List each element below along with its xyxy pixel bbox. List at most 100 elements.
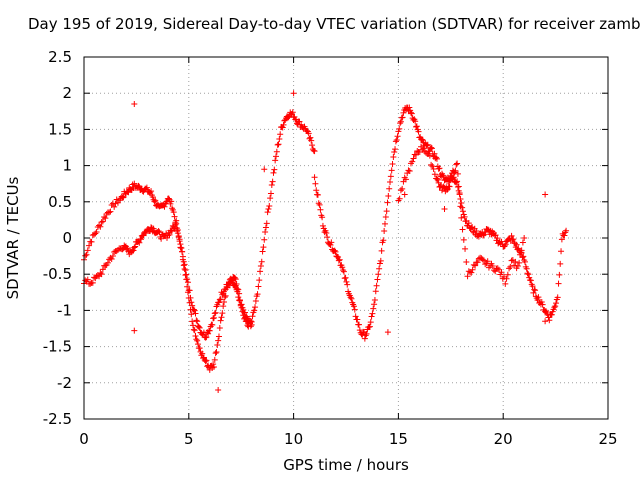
data-point (355, 321, 362, 328)
data-point (176, 236, 183, 243)
data-point (390, 153, 397, 160)
data-point (504, 271, 511, 278)
data-point (348, 295, 355, 302)
data-point (490, 267, 497, 274)
data-point (199, 350, 206, 357)
data-point (111, 249, 118, 256)
data-point (206, 327, 213, 334)
data-point (305, 130, 312, 137)
data-point (553, 300, 560, 307)
data-point (342, 274, 349, 281)
data-point (97, 269, 104, 276)
data-point (457, 203, 464, 210)
data-point (420, 145, 427, 152)
data-point (167, 200, 174, 207)
data-point (92, 230, 99, 237)
data-point (252, 297, 259, 304)
y-tick-label: -1.5 (43, 338, 72, 356)
y-tick-label: -2 (57, 374, 72, 392)
data-point (195, 341, 202, 348)
data-point (453, 179, 460, 186)
data-point (313, 187, 320, 194)
data-point (412, 118, 419, 125)
data-point (262, 224, 269, 231)
data-point (402, 176, 409, 183)
data-point (97, 223, 104, 230)
data-point (290, 90, 297, 97)
data-point (523, 265, 530, 272)
data-point (324, 234, 331, 241)
data-point (98, 271, 105, 278)
y-tick-label: 1.5 (48, 120, 72, 138)
data-point (238, 301, 245, 308)
y-axis-label: SDTVAR / TECUs (4, 176, 22, 299)
data-point (374, 276, 381, 283)
data-point (155, 227, 162, 234)
data-point (241, 309, 248, 316)
data-point (91, 231, 98, 238)
data-point (469, 266, 476, 273)
data-point (259, 248, 266, 255)
data-point (376, 260, 383, 267)
data-point (166, 231, 173, 238)
chart-title: Day 195 of 2019, Sidereal Day-to-day VTE… (28, 15, 640, 33)
data-point (458, 199, 465, 206)
data-point (106, 209, 113, 216)
data-point (132, 243, 139, 250)
data-point (468, 269, 475, 276)
data-point (370, 305, 377, 312)
data-point (340, 268, 347, 275)
data-point (222, 292, 229, 299)
data-point (149, 193, 156, 200)
data-point (430, 165, 437, 172)
data-point (373, 282, 380, 289)
data-point (394, 133, 401, 140)
data-point (312, 180, 319, 187)
data-point (96, 222, 103, 229)
data-point (371, 297, 378, 304)
data-point (148, 188, 155, 195)
data-point (178, 245, 185, 252)
data-point (215, 299, 222, 306)
data-point (232, 276, 239, 283)
data-point (174, 230, 181, 237)
data-point (428, 145, 435, 152)
data-point (138, 236, 145, 243)
data-point (316, 201, 323, 208)
data-point (521, 258, 528, 265)
data-point (184, 289, 191, 296)
data-point (127, 186, 134, 193)
data-point (84, 276, 91, 283)
data-point (525, 271, 532, 278)
data-point (210, 361, 217, 368)
data-point (561, 232, 568, 239)
data-point (272, 153, 279, 160)
data-point (135, 182, 142, 189)
data-point (131, 327, 138, 334)
data-point (433, 154, 440, 161)
data-point (336, 256, 343, 263)
data-point (102, 215, 109, 222)
data-point (196, 324, 203, 331)
data-point (280, 121, 287, 128)
data-point (454, 160, 461, 167)
data-point (276, 135, 283, 142)
data-point (518, 247, 525, 254)
data-point (185, 294, 192, 301)
data-point (415, 128, 422, 135)
data-point (552, 303, 559, 310)
x-tick-label: 20 (494, 430, 513, 448)
data-point (555, 280, 562, 287)
axis-ticks (83, 56, 609, 420)
data-point (463, 258, 470, 265)
data-point (120, 194, 127, 201)
data-point (362, 332, 369, 339)
data-point (406, 104, 413, 111)
data-point (210, 314, 217, 321)
data-point (332, 248, 339, 255)
data-point (195, 323, 202, 330)
data-point (454, 178, 461, 185)
data-point (91, 274, 98, 281)
data-points (81, 90, 570, 394)
